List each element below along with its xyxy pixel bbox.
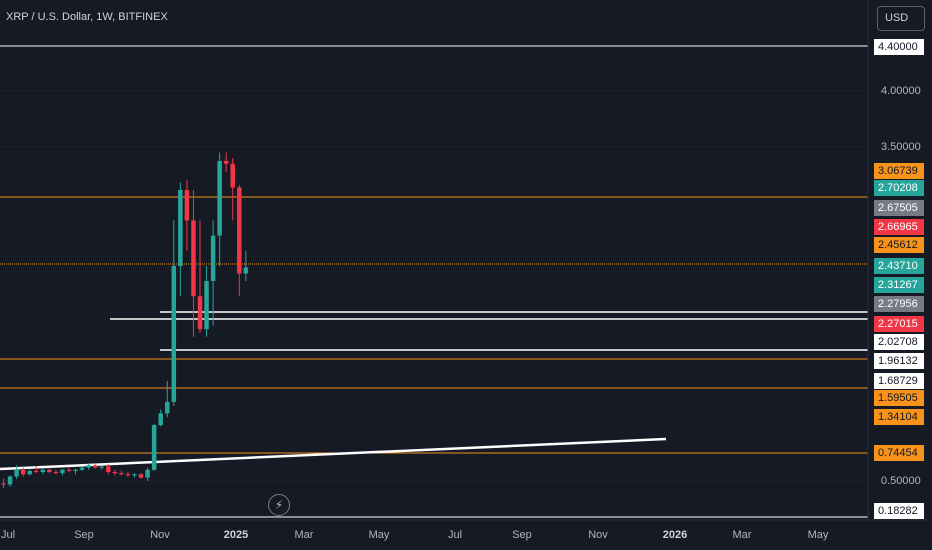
candle-body: [7, 476, 13, 485]
candle-body: [171, 266, 177, 402]
candle-body: [60, 469, 65, 474]
time-axis-label: Jul: [447, 529, 463, 541]
candle-body: [197, 296, 203, 330]
candle-body: [112, 472, 118, 474]
candle-body: [92, 465, 98, 468]
candle-body: [132, 474, 137, 476]
price-tag: 2.70208: [874, 180, 924, 196]
candles: [1, 152, 249, 488]
candle-body: [34, 470, 39, 473]
price-tag: 0.74454: [874, 445, 924, 461]
candle-body: [138, 474, 144, 478]
candle-body: [210, 235, 216, 281]
symbol-title[interactable]: XRP / U.S. Dollar, 1W, BITFINEX: [6, 11, 168, 23]
time-axis-label: Sep: [512, 529, 532, 541]
price-tag: 2.02708: [874, 334, 924, 350]
candle-body: [40, 469, 46, 473]
price-tag: 1.34104: [874, 409, 924, 425]
price-tag: 2.67505: [874, 200, 924, 216]
price-tag: 4.40000: [874, 39, 924, 55]
candle-body: [79, 467, 85, 470]
price-tag: 1.68729: [874, 373, 924, 389]
price-tag: 3.06739: [874, 163, 924, 179]
candle-body: [217, 160, 222, 236]
horizontal-levels: [0, 45, 868, 518]
candle-body: [106, 466, 111, 473]
price-axis-label: 3.50000: [881, 141, 921, 153]
candle-body: [145, 469, 150, 478]
price-axis-label: 0.50000: [881, 475, 921, 487]
time-axis-label: 2025: [223, 529, 249, 541]
candle-body: [178, 190, 183, 266]
candle-body: [184, 190, 190, 221]
price-tag: 2.27956: [874, 296, 924, 312]
time-axis-label: May: [807, 529, 829, 541]
candle-body: [191, 220, 196, 297]
candle-body: [53, 472, 59, 474]
price-axis-label: 4.00000: [881, 85, 921, 97]
time-axis-label: Sep: [74, 529, 94, 541]
price-tag: 0.18282: [874, 503, 924, 519]
time-axis-label: Mar: [732, 529, 752, 541]
trend-lines: [0, 437, 667, 471]
price-tag: 1.59505: [874, 390, 924, 406]
price-tag: 2.27015: [874, 316, 924, 332]
candle-body: [165, 401, 170, 414]
time-axis-label: Mar: [294, 529, 314, 541]
candle-body: [1, 483, 6, 485]
candle-body: [20, 469, 26, 475]
time-axis-label: May: [368, 529, 390, 541]
price-tag: 1.96132: [874, 353, 924, 369]
candle-body: [223, 160, 229, 164]
time-axis-label: Nov: [588, 529, 608, 541]
trend-line: [0, 437, 667, 471]
candle-body: [204, 281, 209, 330]
price-tag: 2.43710: [874, 258, 924, 274]
candle-body: [125, 474, 131, 476]
candle-body: [158, 413, 163, 426]
candle-body: [14, 469, 19, 477]
candle-body: [73, 469, 78, 471]
candle-body: [99, 466, 104, 468]
time-axis-label: Jul: [0, 529, 16, 541]
candle-body: [66, 469, 72, 471]
candle-body: [237, 187, 242, 274]
price-tag: 2.66965: [874, 219, 924, 235]
lightning-icon[interactable]: ⚡: [268, 494, 290, 516]
candle-body: [151, 425, 157, 470]
candle-body: [230, 163, 235, 188]
price-tag: 2.45612: [874, 237, 924, 253]
price-tag: 2.31267: [874, 277, 924, 293]
time-axis-label: 2026: [662, 529, 688, 541]
candle-body: [243, 267, 249, 274]
grid: [0, 90, 868, 482]
currency-button[interactable]: USD: [877, 6, 925, 31]
candle-body: [47, 469, 52, 473]
candle-body: [119, 473, 124, 475]
candle-body: [27, 470, 32, 475]
candle-body: [86, 465, 91, 468]
time-axis-label: Nov: [150, 529, 170, 541]
